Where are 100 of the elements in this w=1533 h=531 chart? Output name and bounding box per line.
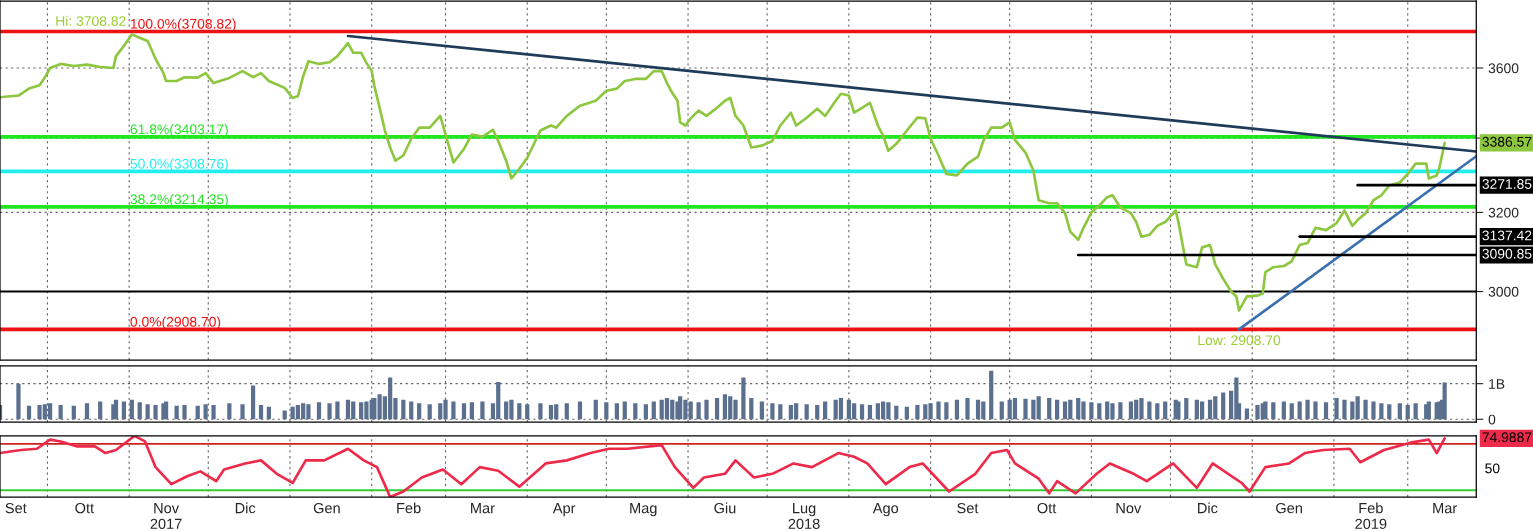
bar: [266, 406, 271, 420]
bar: [804, 404, 809, 420]
bar: [258, 405, 264, 420]
bar: [1097, 403, 1102, 420]
bar: [121, 401, 127, 420]
bar: [1405, 405, 1410, 420]
bar: [838, 397, 844, 420]
bar: [643, 404, 648, 420]
bar: [1023, 398, 1028, 420]
text: 50: [1485, 463, 1500, 474]
bar: [904, 406, 909, 420]
x-tick-label: Set: [5, 502, 27, 514]
bar: [1118, 402, 1123, 420]
x-tick-label: Nov 2017: [150, 503, 182, 529]
bar: [894, 405, 899, 420]
bar: [1047, 397, 1052, 420]
x-tick-label: Gen: [313, 502, 340, 514]
bar: [1387, 404, 1392, 420]
bar: [401, 399, 406, 420]
bar: [84, 403, 90, 420]
bar: [548, 405, 554, 420]
ref-line-label: 38.2%(3214.35): [130, 193, 228, 207]
bar: [759, 401, 764, 420]
bar: [577, 401, 583, 420]
x-tick-label: Apr: [552, 503, 576, 517]
bar: [1350, 401, 1355, 420]
bar: [749, 397, 754, 420]
bar: [335, 401, 340, 420]
bar: [714, 397, 720, 420]
bar: [1323, 402, 1329, 420]
bar: [867, 405, 873, 420]
bar: [1297, 401, 1302, 420]
bar: [71, 405, 76, 420]
series-label: 3137.42: [1482, 230, 1532, 241]
y-tick-label: 3600: [1488, 63, 1519, 74]
bar: [1155, 403, 1160, 420]
bar: [704, 399, 709, 420]
bar: [1062, 401, 1068, 420]
bar: [113, 399, 119, 420]
bar: [282, 410, 287, 420]
bar: [1089, 402, 1094, 420]
bar: [145, 404, 150, 420]
x-tick-label: Ott: [75, 502, 94, 514]
bar: [954, 399, 960, 420]
x-tick-label: Dic: [1198, 502, 1218, 514]
bar: [564, 403, 569, 420]
bar: [1184, 397, 1189, 420]
bar: [137, 402, 142, 420]
bar: [1379, 403, 1384, 420]
bar: [1207, 399, 1213, 420]
bar: [1281, 401, 1286, 420]
bar: [664, 397, 670, 420]
bar: [417, 403, 422, 420]
bar: [409, 401, 414, 420]
bar: [427, 404, 432, 420]
bar: [965, 397, 970, 420]
bar: [778, 404, 783, 420]
bar: [696, 402, 701, 420]
bar: [1128, 401, 1134, 420]
annotation: 3386.57: [1482, 136, 1532, 147]
bar: [195, 405, 200, 420]
annotation: Hi: 3708.82: [56, 15, 126, 26]
annotation: Low: 2908.70: [1198, 335, 1281, 346]
x-tick-label: Ago: [872, 503, 899, 517]
bar: [614, 403, 619, 420]
series-label: 3271.85: [1482, 179, 1532, 189]
bar: [722, 394, 728, 420]
ref-line-label: 100.0%(3708.82): [130, 18, 236, 32]
bar: [480, 401, 485, 420]
bar: [47, 403, 53, 420]
bar: [227, 403, 232, 420]
bar: [538, 403, 543, 420]
x-tick-label: Lug 2018: [788, 503, 820, 529]
x-tick-label: Feb: [397, 502, 421, 514]
bar: [250, 385, 256, 420]
bar: [525, 404, 530, 420]
bar: [1397, 403, 1402, 420]
bar: [1012, 397, 1018, 420]
bar: [1342, 399, 1347, 420]
bar: [633, 403, 638, 420]
x-tick-label: Gen: [1276, 502, 1302, 514]
x-tick-label: Mag: [630, 503, 657, 517]
legend-label: 3090.85: [1482, 248, 1532, 259]
bar: [741, 377, 746, 420]
bar: [58, 405, 63, 420]
bar: [1255, 405, 1260, 420]
bar: [16, 383, 21, 420]
ref-line-label: 61.8%(3403.17): [130, 123, 228, 137]
y-tick-label: 1B: [1489, 379, 1505, 389]
bar: [345, 399, 351, 420]
ref-line-label: 50.0%(3308.76): [130, 158, 228, 172]
bar: [1371, 401, 1376, 420]
bar: [1363, 399, 1368, 420]
bar: [989, 370, 994, 420]
x-tick-label: Set: [957, 502, 979, 514]
bar: [327, 403, 332, 420]
bar: [1442, 382, 1447, 420]
bar: [1413, 403, 1418, 420]
bar: [915, 405, 920, 420]
bar: [1221, 392, 1226, 420]
